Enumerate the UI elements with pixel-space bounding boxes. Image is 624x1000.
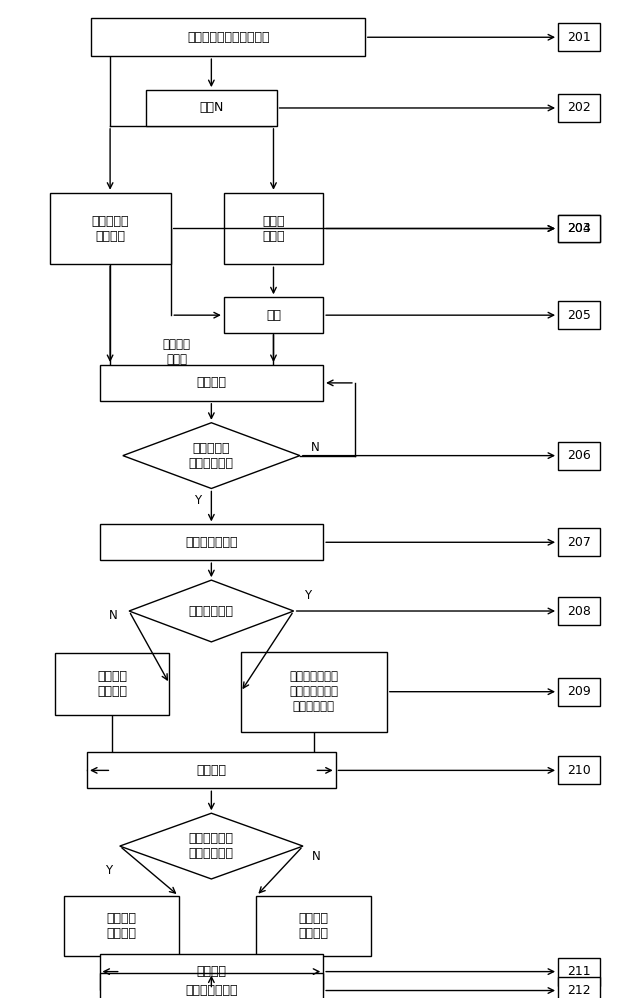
Bar	[558, 977, 600, 1000]
Bar	[100, 954, 323, 990]
Bar	[558, 301, 600, 329]
Bar	[100, 365, 323, 401]
Text: 211: 211	[567, 965, 591, 978]
Bar	[558, 215, 600, 242]
Text: 207: 207	[567, 536, 591, 549]
Text: 相位比较: 相位比较	[197, 764, 227, 777]
Bar	[558, 597, 600, 625]
Text: Y: Y	[194, 494, 202, 507]
Text: 204: 204	[567, 222, 591, 235]
Text: 相位调整: 相位调整	[197, 965, 227, 978]
Text: 206: 206	[567, 449, 591, 462]
Bar	[241, 652, 387, 732]
Polygon shape	[120, 813, 303, 879]
Bar	[558, 958, 600, 986]
Text: 210: 210	[567, 764, 591, 777]
Text: 产生同步
基准信号: 产生同步 基准信号	[97, 670, 127, 698]
Bar	[558, 442, 600, 470]
Bar	[49, 193, 171, 264]
Text: 212: 212	[567, 984, 591, 997]
Text: N: N	[109, 609, 118, 622]
Text: 定时测度
门限值: 定时测度 门限值	[163, 338, 190, 366]
Bar	[100, 524, 323, 560]
Bar	[92, 18, 365, 56]
Text: Y: Y	[105, 864, 112, 877]
Bar	[146, 90, 276, 126]
Text: 扣除一个
时钟脉冲: 扣除一个 时钟脉冲	[106, 912, 136, 940]
Text: N: N	[311, 441, 319, 454]
Text: 202: 202	[567, 101, 591, 114]
Bar	[100, 973, 323, 1000]
Text: 设置预置数，启
动计数器，产生
本地同步时钟: 设置预置数，启 动计数器，产生 本地同步时钟	[290, 670, 338, 713]
Polygon shape	[129, 580, 294, 642]
Text: 寻找局部最大值: 寻找局部最大值	[185, 536, 238, 549]
Text: 位同步时钟输出: 位同步时钟输出	[185, 984, 238, 997]
Bar	[224, 297, 323, 333]
Bar	[558, 94, 600, 122]
Bar	[558, 23, 600, 51]
Text: 对接收信号下变频及采样: 对接收信号下变频及采样	[187, 31, 270, 44]
Text: 相关值是否
大于门限值？: 相关值是否 大于门限值？	[189, 442, 234, 470]
Text: 201: 201	[567, 31, 591, 44]
Text: 209: 209	[567, 685, 591, 698]
Text: 205: 205	[567, 309, 591, 322]
Bar	[558, 756, 600, 784]
Bar	[558, 528, 600, 556]
Polygon shape	[123, 423, 300, 488]
Text: 同步的起始点: 同步的起始点	[189, 605, 234, 618]
Bar	[558, 215, 600, 242]
Text: 相乘: 相乘	[266, 309, 281, 322]
Text: 203: 203	[567, 222, 591, 235]
Bar	[224, 193, 323, 264]
Bar	[87, 752, 336, 788]
Text: 计算滑
动能量: 计算滑 动能量	[262, 215, 285, 243]
Text: 附加一个
时钟脉冲: 附加一个 时钟脉冲	[299, 912, 329, 940]
Text: 大小比较: 大小比较	[197, 376, 227, 389]
Bar	[64, 896, 178, 956]
Text: 延时N: 延时N	[199, 101, 223, 114]
Text: 计算滑动相
关绝对值: 计算滑动相 关绝对值	[91, 215, 129, 243]
Bar	[54, 653, 170, 715]
Text: Y: Y	[304, 589, 311, 602]
Bar	[256, 896, 371, 956]
Text: 208: 208	[567, 605, 591, 618]
Bar	[558, 678, 600, 706]
Text: 同步时钟超前
于基准信号？: 同步时钟超前 于基准信号？	[189, 832, 234, 860]
Text: N: N	[312, 850, 321, 863]
